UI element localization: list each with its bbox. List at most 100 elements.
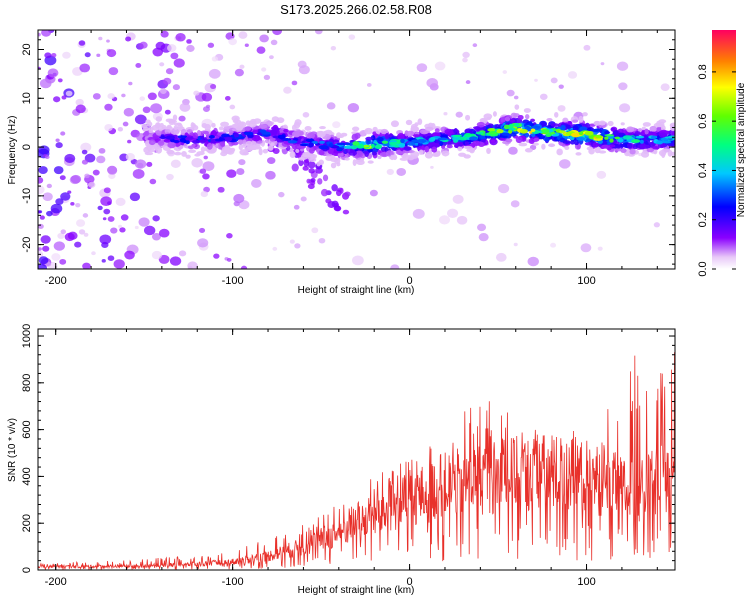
- spectrogram-noise-blob: [115, 197, 126, 207]
- spectrogram-core-blob: [318, 145, 329, 150]
- spectrogram-core-blob: [595, 134, 603, 139]
- spectrogram-core-blob: [651, 135, 657, 140]
- spectrogram-core-blob: [660, 137, 668, 141]
- spectrogram-noise-blob: [121, 93, 126, 98]
- spectrogram-noise-blob: [46, 210, 53, 217]
- spectrogram-ridge-blob: [601, 144, 609, 149]
- spectrogram-ridge-blob: [222, 146, 230, 153]
- spectrogram-ridge-blob: [158, 125, 163, 132]
- spectrogram-noise-blob: [42, 245, 50, 252]
- spectrogram-noise-blob: [118, 224, 123, 229]
- spectrogram-ridge-blob: [546, 118, 553, 122]
- spectrogram-ridge-blob: [424, 151, 433, 159]
- spectrogram-noise-blob: [107, 93, 115, 100]
- spectrogram-noise-blob: [38, 166, 48, 175]
- spectrogram-noise-blob: [167, 44, 177, 52]
- spectrogram-core-blob: [464, 132, 472, 138]
- spectrogram-ridge-blob: [499, 137, 508, 141]
- spectrogram-ridge-blob: [304, 126, 312, 131]
- spectrogram-ridge-blob: [318, 149, 325, 156]
- spectrogram-ridge-blob: [642, 122, 651, 127]
- spectrogram-core-blob: [336, 147, 343, 152]
- spectrogram-ridge-blob: [258, 124, 268, 129]
- spectrogram-ridge-blob: [200, 146, 206, 153]
- spectrogram-ridge-blob: [556, 148, 563, 156]
- spectrogram-noise-blob: [146, 161, 153, 167]
- spectrogram-core-blob: [604, 136, 609, 140]
- spectrogram-ridge-blob: [575, 152, 582, 156]
- spectrogram-noise-blob: [567, 71, 578, 79]
- spectrogram-ridge-blob: [492, 111, 497, 117]
- spectrogram-noise-blob: [238, 31, 248, 39]
- spectrogram-noise-blob: [60, 192, 71, 201]
- spectrogram-ridge-blob: [593, 120, 601, 126]
- spectrogram-ridge-blob: [414, 122, 419, 127]
- spectrogram-ridge-blob: [392, 154, 398, 161]
- spectrogram-noise-blob: [186, 39, 192, 44]
- spectrogram-noise-blob: [57, 232, 65, 239]
- spectrogram-core-blob: [328, 142, 334, 148]
- spectrogram-core-blob: [336, 142, 347, 146]
- spectrogram-noise-blob: [202, 106, 210, 113]
- spectrogram-noise-blob: [134, 114, 147, 125]
- y-tick-label: 10: [21, 92, 33, 104]
- spectrogram-noise-blob: [61, 95, 67, 100]
- spectrogram-ridge-blob: [574, 141, 579, 146]
- spectrogram-ridge-blob: [441, 150, 450, 157]
- spectrogram-noise-blob: [430, 165, 434, 169]
- spectrogram-ridge-blob: [530, 118, 536, 122]
- spectrogram-ridge-blob: [185, 154, 191, 159]
- spectrogram-noise-blob: [84, 52, 91, 58]
- colorbar-tick-label: 0.4: [697, 163, 709, 178]
- spectrogram-noise-blob: [618, 82, 628, 91]
- spectrogram-core-blob: [352, 141, 360, 146]
- spectrogram-ridge-blob: [173, 122, 181, 126]
- spectrogram-noise-blob: [159, 88, 167, 94]
- spectrogram-noise-blob: [60, 229, 67, 235]
- spectrogram-noise-blob: [293, 204, 300, 210]
- spectrogram-core-blob: [541, 128, 550, 134]
- spectrogram-ridge-blob: [424, 145, 430, 153]
- spectrogram-ridge-blob: [148, 130, 154, 134]
- spectrogram-noise-blob: [619, 103, 631, 113]
- spectrogram-noise-blob: [119, 227, 126, 233]
- spectrogram-noise-blob: [597, 246, 603, 251]
- colorbar-tick-label: 0.8: [697, 64, 709, 79]
- spectrogram-noise-blob: [173, 58, 185, 68]
- spectrogram-ridge-blob: [142, 127, 151, 131]
- spectrogram-ridge-blob: [271, 116, 280, 122]
- spectrogram-noise-blob: [498, 183, 510, 194]
- spectrogram-noise-blob: [233, 193, 245, 204]
- spectrogram-ridge-blob: [517, 114, 524, 120]
- spectrogram-ridge-blob: [352, 159, 357, 166]
- spectrogram-noise-blob: [123, 107, 134, 117]
- spectrogram-noise-blob: [81, 149, 88, 155]
- spectrogram-noise-blob: [203, 186, 210, 193]
- spectrogram-core-blob: [609, 138, 614, 143]
- spectrogram-arm-blob: [335, 189, 342, 197]
- spectrogram-noise-blob: [513, 242, 518, 247]
- spectrogram-ridge-blob: [613, 130, 619, 137]
- spectrogram-noise-blob: [78, 229, 86, 235]
- spectrogram-ridge-blob: [155, 116, 163, 122]
- spectrogram-noise-blob: [199, 168, 207, 174]
- spectrogram-ridge-blob: [604, 131, 610, 135]
- spectrogram-noise-blob: [234, 68, 244, 77]
- spectrogram-xlabel: Height of straight line (km): [298, 285, 415, 296]
- spectrogram-core-blob: [458, 137, 467, 141]
- spectrogram-noise-blob: [465, 80, 471, 85]
- spectrogram-ridge-blob: [660, 125, 666, 132]
- spectrogram-noise-blob: [38, 145, 50, 155]
- spectrogram-ridge-blob: [380, 128, 389, 135]
- spectrogram-noise-blob: [200, 191, 208, 198]
- y-tick-label: 400: [21, 467, 33, 485]
- spectrogram-noise-blob: [267, 157, 276, 165]
- spectrogram-noise-blob: [59, 175, 66, 181]
- spectrogram-ridge-blob: [165, 118, 173, 123]
- spectrogram-ridge-blob: [354, 150, 364, 158]
- spectrogram-ridge-blob: [405, 119, 413, 126]
- spectrogram-core-blob: [503, 124, 510, 130]
- spectrogram-noise-blob: [495, 252, 507, 262]
